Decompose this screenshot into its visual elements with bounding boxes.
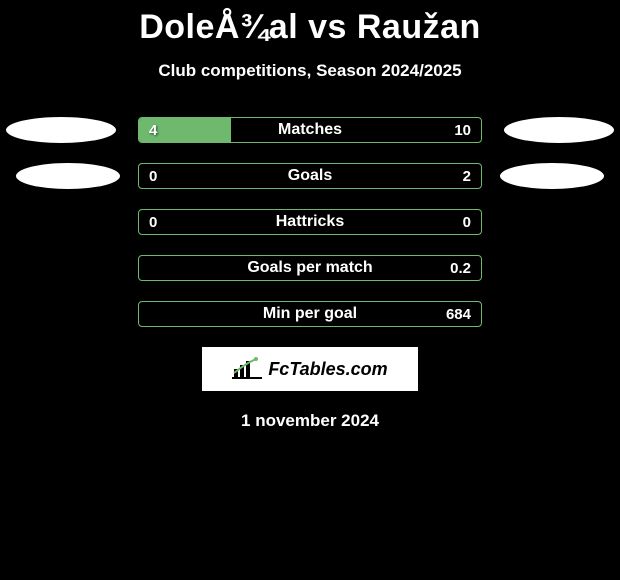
stat-row: 4 Matches 10 — [0, 117, 620, 143]
stat-bar: Goals per match 0.2 — [138, 255, 482, 281]
stats-rows: 4 Matches 10 0 Goals 2 0 Ha — [0, 117, 620, 327]
stat-value-right: 2 — [463, 168, 471, 185]
date-label: 1 november 2024 — [0, 411, 620, 431]
stat-bar: 0 Goals 2 — [138, 163, 482, 189]
player-left-marker — [6, 117, 116, 143]
stat-label: Matches — [139, 121, 481, 139]
player-right-marker — [500, 163, 604, 189]
stat-row: Min per goal 684 — [0, 301, 620, 327]
stat-bar: 4 Matches 10 — [138, 117, 482, 143]
stat-label: Hattricks — [139, 213, 481, 231]
stat-value-right: 0 — [463, 214, 471, 231]
stat-row: 0 Hattricks 0 — [0, 209, 620, 235]
page-title: DoleÅ¾al vs Raužan — [0, 8, 620, 47]
player-right-marker — [504, 117, 614, 143]
stat-value-right: 684 — [446, 306, 471, 323]
stat-row: Goals per match 0.2 — [0, 255, 620, 281]
logo-inner: FcTables.com — [232, 357, 387, 381]
stat-label: Min per goal — [139, 305, 481, 323]
logo-text: FcTables.com — [268, 359, 387, 380]
comparison-widget: DoleÅ¾al vs Raužan Club competitions, Se… — [0, 8, 620, 431]
logo-box[interactable]: FcTables.com — [202, 347, 418, 391]
subtitle: Club competitions, Season 2024/2025 — [0, 61, 620, 81]
stat-value-right: 10 — [454, 122, 471, 139]
stat-label: Goals per match — [139, 259, 481, 277]
stat-label: Goals — [139, 167, 481, 185]
stat-bar: Min per goal 684 — [138, 301, 482, 327]
stat-row: 0 Goals 2 — [0, 163, 620, 189]
stat-bar: 0 Hattricks 0 — [138, 209, 482, 235]
chart-icon — [232, 357, 262, 381]
stat-value-right: 0.2 — [450, 260, 471, 277]
player-left-marker — [16, 163, 120, 189]
